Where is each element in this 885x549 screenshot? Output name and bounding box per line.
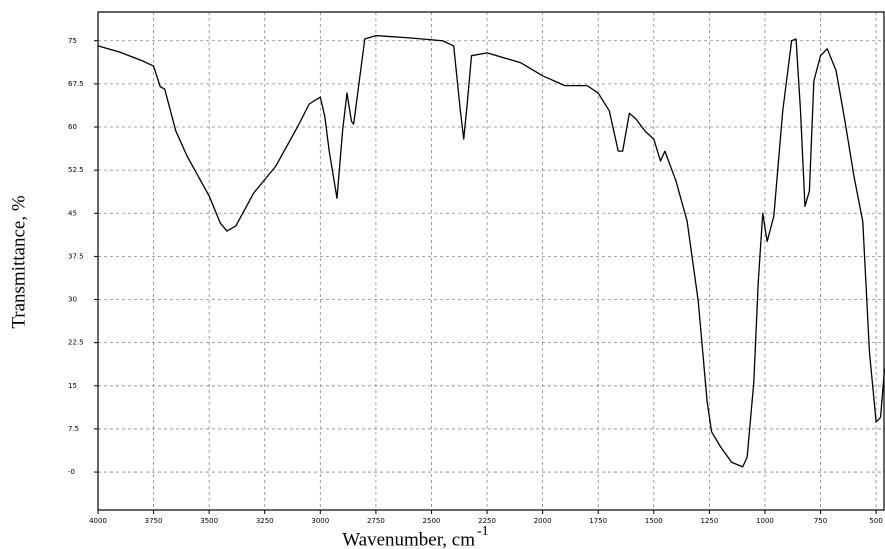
x-tick-label: 3500 (200, 517, 218, 525)
y-tick-label: 15 (68, 382, 77, 390)
x-tick-label: 500 (869, 517, 882, 525)
y-tick-label: 7.5 (68, 425, 79, 433)
x-tick-label: 3000 (311, 517, 329, 525)
x-axis-title-superscript: -1 (477, 524, 489, 539)
y-tick-label: 30 (68, 296, 77, 304)
x-tick-label: 1250 (700, 517, 718, 525)
plot-frame (97, 11, 885, 511)
y-tick-label: 37.5 (68, 252, 84, 260)
x-tick-label: 1000 (756, 517, 774, 525)
y-tick-label: 60 (68, 123, 77, 131)
y-tick-label: 67.5 (68, 80, 84, 88)
x-tick-label: 2250 (478, 517, 496, 525)
x-tick-label: 3250 (256, 517, 274, 525)
x-axis-title: Wavenumber, cm (342, 529, 475, 549)
spectrum-line (97, 34, 885, 468)
y-tick-label: 45 (68, 209, 77, 217)
y-tick-label: 22.5 (68, 339, 84, 347)
x-tick-label: 1500 (645, 517, 663, 525)
x-tick-label: 4000 (89, 517, 107, 525)
y-tick-label: 75 (68, 37, 77, 45)
x-tick-label: 1750 (589, 517, 607, 525)
x-tick-label: 3750 (145, 517, 163, 525)
y-axis-title: Transmittance, % (8, 195, 29, 329)
x-tick-label: 750 (814, 517, 827, 525)
x-tick-label: 2750 (367, 517, 385, 525)
x-tick-label: 2500 (423, 517, 441, 525)
y-tick-label: -0 (68, 468, 75, 476)
y-tick-label: 52.5 (68, 166, 84, 174)
x-tick-label: 2000 (534, 517, 552, 525)
